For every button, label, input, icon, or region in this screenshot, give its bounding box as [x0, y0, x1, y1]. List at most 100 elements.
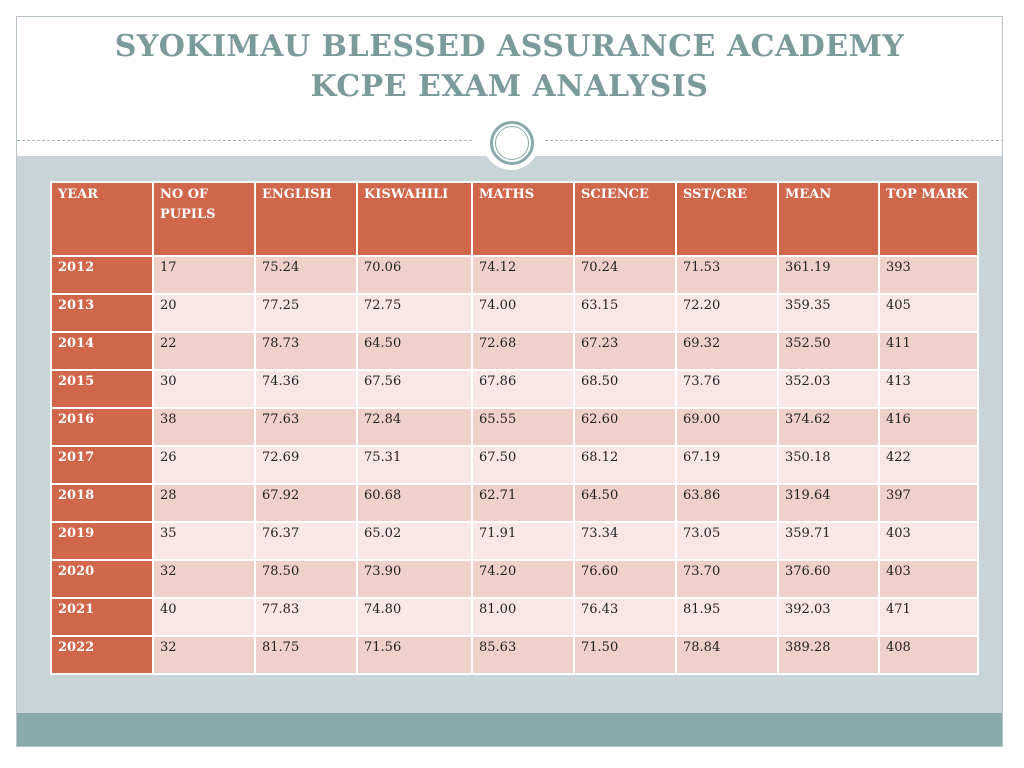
- table-cell: 70.24: [573, 255, 677, 295]
- table-cell: 26: [152, 445, 256, 485]
- table-cell: 67.86: [471, 369, 575, 409]
- table-row: 2021 40 77.83 74.80 81.00 76.43 81.95 392.03 471: [50, 597, 979, 637]
- divider-line-left: [17, 140, 472, 141]
- table-cell: 72.68: [471, 331, 575, 371]
- table-cell: 389.28: [777, 635, 880, 675]
- year-cell: 2021: [50, 597, 154, 637]
- year-cell: 2014: [50, 331, 154, 371]
- table-cell: 74.36: [254, 369, 358, 409]
- table-cell: 73.05: [675, 521, 779, 561]
- table-cell: 68.50: [573, 369, 677, 409]
- table-cell: 69.00: [675, 407, 779, 447]
- table-cell: 77.63: [254, 407, 358, 447]
- table-row: 2016 38 77.63 72.84 65.55 62.60 69.00 374.62 416: [50, 407, 979, 447]
- table-row: 2019 35 76.37 65.02 71.91 73.34 73.05 359.71 403: [50, 521, 979, 561]
- table-cell: 71.50: [573, 635, 677, 675]
- year-cell: 2016: [50, 407, 154, 447]
- table-cell: 76.43: [573, 597, 677, 637]
- table-cell: 64.50: [573, 483, 677, 523]
- column-header: TOP MARK: [878, 181, 979, 257]
- footer-bar: [17, 713, 1002, 746]
- year-cell: 2017: [50, 445, 154, 485]
- table-cell: 71.56: [356, 635, 473, 675]
- table-cell: 350.18: [777, 445, 880, 485]
- table-cell: 22: [152, 331, 256, 371]
- table-cell: 74.20: [471, 559, 575, 599]
- title-line-1: SYOKIMAU BLESSED ASSURANCE ACADEMY: [114, 29, 905, 64]
- table-cell: 397: [878, 483, 979, 523]
- table-cell: 70.06: [356, 255, 473, 295]
- table-cell: 78.84: [675, 635, 779, 675]
- table-cell: 35: [152, 521, 256, 561]
- table-cell: 62.60: [573, 407, 677, 447]
- column-header: KISWAHILI: [356, 181, 473, 257]
- table-cell: 40: [152, 597, 256, 637]
- table-cell: 78.50: [254, 559, 358, 599]
- table-cell: 405: [878, 293, 979, 333]
- slide: SYOKIMAU BLESSED ASSURANCE ACADEMY KCPE …: [16, 16, 1003, 747]
- table-cell: 319.64: [777, 483, 880, 523]
- table-cell: 72.69: [254, 445, 358, 485]
- table-row: 2020 32 78.50 73.90 74.20 76.60 73.70 376.60 403: [50, 559, 979, 599]
- table-cell: 403: [878, 559, 979, 599]
- column-header: MATHS: [471, 181, 575, 257]
- table-cell: 78.73: [254, 331, 358, 371]
- table-cell: 17: [152, 255, 256, 295]
- table-cell: 73.90: [356, 559, 473, 599]
- divider-line-right: [545, 140, 1002, 141]
- table-cell: 38: [152, 407, 256, 447]
- table-cell: 422: [878, 445, 979, 485]
- table-cell: 75.24: [254, 255, 358, 295]
- table-cell: 32: [152, 559, 256, 599]
- table-cell: 71.91: [471, 521, 575, 561]
- table-cell: 74.00: [471, 293, 575, 333]
- table-cell: 471: [878, 597, 979, 637]
- column-header: YEAR: [50, 181, 154, 257]
- table-cell: 352.50: [777, 331, 880, 371]
- column-header: SCIENCE: [573, 181, 677, 257]
- column-header: ENGLISH: [254, 181, 358, 257]
- table-cell: 392.03: [777, 597, 880, 637]
- year-cell: 2022: [50, 635, 154, 675]
- table-cell: 77.25: [254, 293, 358, 333]
- table-cell: 72.75: [356, 293, 473, 333]
- table-row: 2012 17 75.24 70.06 74.12 70.24 71.53 361.19 393: [50, 255, 979, 295]
- table-cell: 67.50: [471, 445, 575, 485]
- table-cell: 416: [878, 407, 979, 447]
- table-cell: 20: [152, 293, 256, 333]
- table-cell: 393: [878, 255, 979, 295]
- year-cell: 2018: [50, 483, 154, 523]
- year-cell: 2019: [50, 521, 154, 561]
- table-row: 2015 30 74.36 67.56 67.86 68.50 73.76 352.03 413: [50, 369, 979, 409]
- table-cell: 68.12: [573, 445, 677, 485]
- table-cell: 65.02: [356, 521, 473, 561]
- year-cell: 2013: [50, 293, 154, 333]
- table-cell: 28: [152, 483, 256, 523]
- table-cell: 64.50: [356, 331, 473, 371]
- table-header-row: YEAR NO OF PUPILS ENGLISH KISWAHILI MATHS SCI…: [50, 181, 979, 257]
- table-cell: 63.15: [573, 293, 677, 333]
- table-cell: 62.71: [471, 483, 575, 523]
- table-cell: 73.76: [675, 369, 779, 409]
- table-cell: 81.00: [471, 597, 575, 637]
- table-cell: 67.92: [254, 483, 358, 523]
- year-cell: 2015: [50, 369, 154, 409]
- table-cell: 65.55: [471, 407, 575, 447]
- table-cell: 81.75: [254, 635, 358, 675]
- table-row: 2014 22 78.73 64.50 72.68 67.23 69.32 352.50 411: [50, 331, 979, 371]
- table-cell: 352.03: [777, 369, 880, 409]
- table-cell: 76.60: [573, 559, 677, 599]
- table-row: 2017 26 72.69 75.31 67.50 68.12 67.19 350.18 422: [50, 445, 979, 485]
- year-cell: 2012: [50, 255, 154, 295]
- table-cell: 63.86: [675, 483, 779, 523]
- table-cell: 403: [878, 521, 979, 561]
- table-row: 2013 20 77.25 72.75 74.00 63.15 72.20 359.35 405: [50, 293, 979, 333]
- table-cell: 411: [878, 331, 979, 371]
- table-cell: 60.68: [356, 483, 473, 523]
- circle-ornament-inner: [495, 126, 529, 160]
- column-header: NO OF PUPILS: [152, 181, 256, 257]
- table-cell: 73.34: [573, 521, 677, 561]
- slide-title: SYOKIMAU BLESSED ASSURANCE ACADEMY KCPE …: [17, 27, 1002, 107]
- table-cell: 374.62: [777, 407, 880, 447]
- table-cell: 75.31: [356, 445, 473, 485]
